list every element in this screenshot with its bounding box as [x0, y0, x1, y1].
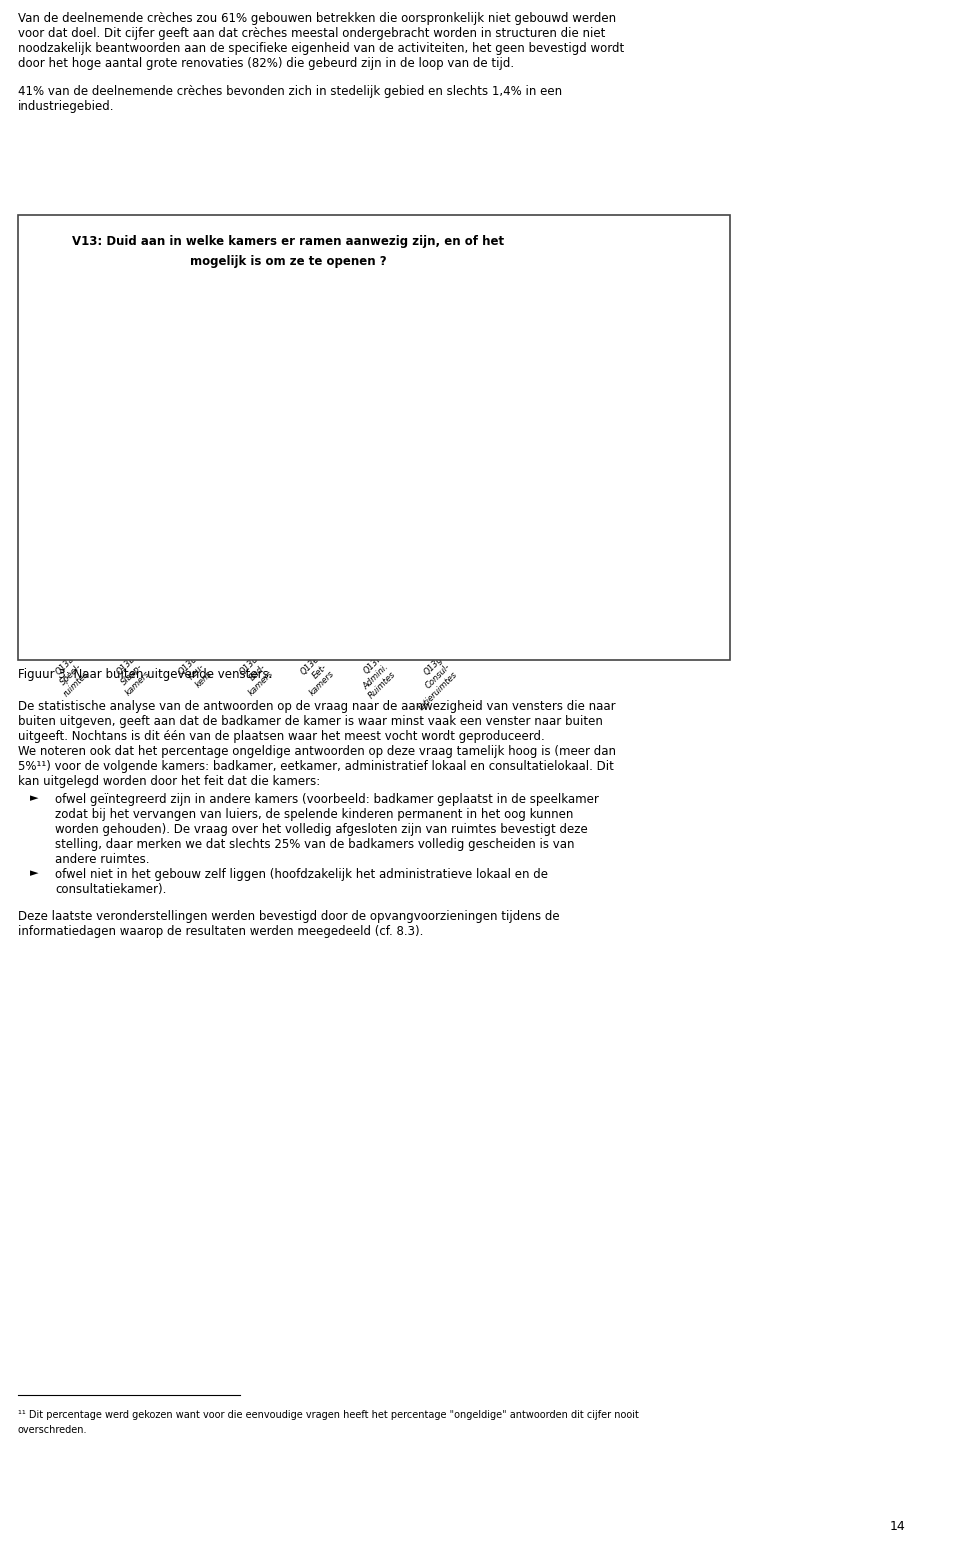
Text: Figuur 3: Naar buiten uitgevende vensters.: Figuur 3: Naar buiten uitgevende venster… — [18, 668, 273, 681]
Bar — [379, 628, 417, 645]
Text: buiten uitgeven, geeft aan dat de badkamer de kamer is waar minst vaak een venst: buiten uitgeven, geeft aan dat de badkam… — [18, 715, 603, 729]
Bar — [72, 275, 109, 294]
Bar — [72, 294, 109, 393]
Text: Geen ramen aanwezig in
minstens één ruimte EN ramen
aanwezig maar niet mogelijk : Geen ramen aanwezig in minstens één ruim… — [534, 374, 648, 410]
Text: noodzakelijk beantwoorden aan de specifieke eigenheid van de activiteiten, het g: noodzakelijk beantwoorden aan de specifi… — [18, 42, 624, 56]
Text: 60.4: 60.4 — [203, 483, 225, 492]
Bar — [318, 289, 355, 374]
Bar — [499, 622, 527, 642]
Bar — [133, 292, 171, 379]
Bar — [72, 627, 109, 634]
Bar — [499, 286, 527, 308]
Text: worden gehouden). De vraag over het volledig afgesloten zijn van ruimtes bevesti: worden gehouden). De vraag over het voll… — [55, 823, 588, 835]
Text: ¹¹ Dit percentage werd gekozen want voor die eenvoudige vragen heeft het percent: ¹¹ Dit percentage werd gekozen want voor… — [18, 1409, 638, 1420]
Text: uitgeeft. Nochtans is dit één van de plaatsen waar het meest vocht wordt geprodu: uitgeeft. Nochtans is dit één van de pla… — [18, 730, 544, 743]
Text: door het hoge aantal grote renovaties (82%) die gebeurd zijn in de loop van de t: door het hoge aantal grote renovaties (8… — [18, 57, 515, 70]
Text: Ramen aanwezig en mogelijk om
ze te openen in alle ruimtes: Ramen aanwezig en mogelijk om ze te open… — [534, 490, 650, 503]
Bar — [499, 560, 527, 580]
Text: Geen ramen aanwezig in
minstens één ruimte: Geen ramen aanwezig in minstens één ruim… — [534, 622, 621, 634]
Text: ►: ► — [30, 794, 38, 803]
Bar — [195, 294, 232, 376]
Bar — [499, 374, 527, 396]
Text: voor dat doel. Dit cijfer geeft aan dat crèches meestal ondergebracht worden in : voor dat doel. Dit cijfer geeft aan dat … — [18, 26, 606, 40]
Text: We noteren ook dat het percentage ongeldige antwoorden op deze vraag tamelijk ho: We noteren ook dat het percentage ongeld… — [18, 746, 616, 758]
Bar — [195, 376, 232, 599]
Text: 59.1: 59.1 — [264, 478, 286, 486]
Text: De statistische analyse van de antwoorden op de vraag naar de aanwezigheid van v: De statistische analyse van de antwoorde… — [18, 699, 615, 713]
Bar — [133, 605, 171, 628]
Text: Ramen aanwezig maar niet
mogelijk om ze te openen in
minstens één ruimte.: Ramen aanwezig maar niet mogelijk om ze … — [534, 560, 634, 580]
Bar — [195, 599, 232, 625]
Text: V13: Duid aan in welke kamers er ramen aanwezig zijn, en of het: V13: Duid aan in welke kamers er ramen a… — [73, 235, 505, 248]
Bar — [318, 275, 355, 289]
Bar — [72, 634, 109, 645]
Text: 63.0: 63.0 — [448, 492, 470, 501]
Text: 14: 14 — [890, 1521, 905, 1533]
Bar — [256, 275, 294, 288]
Text: ►: ► — [30, 868, 38, 879]
Text: kan uitgelegd worden door het feit dat die kamers:: kan uitgelegd worden door het feit dat d… — [18, 775, 321, 787]
Text: overschreden.: overschreden. — [18, 1425, 87, 1436]
Text: ofwel geïntegreerd zijn in andere kamers (voorbeeld: badkamer geplaatst in de sp: ofwel geïntegreerd zijn in andere kamers… — [55, 794, 599, 806]
Bar — [133, 275, 171, 292]
Bar — [133, 628, 171, 645]
Text: zodat bij het vervangen van luiers, de spelende kinderen permanent in het oog ku: zodat bij het vervangen van luiers, de s… — [55, 808, 573, 821]
Bar — [379, 600, 417, 628]
Bar — [72, 393, 109, 627]
Text: andere ruimtes.: andere ruimtes. — [55, 852, 150, 866]
Bar — [379, 294, 417, 325]
Bar — [318, 623, 355, 633]
Text: 5%¹¹) voor de volgende kamers: badkamer, eetkamer, administratief lokaal en cons: 5%¹¹) voor de volgende kamers: badkamer,… — [18, 760, 613, 774]
Text: 41% van de deelnemende crèches bevonden zich in stedelijk gebied en slechts 1,4%: 41% van de deelnemende crèches bevonden … — [18, 85, 563, 97]
Bar — [441, 630, 478, 645]
Bar — [256, 373, 294, 591]
Text: 74.6: 74.6 — [387, 458, 409, 467]
Bar — [441, 381, 478, 614]
Bar — [195, 275, 232, 294]
Bar — [379, 325, 417, 600]
Bar — [256, 628, 294, 645]
Text: informatiedagen waarop de resultaten werden meegedeeld (cf. 8.3).: informatiedagen waarop de resultaten wer… — [18, 925, 423, 937]
Text: Van de deelnemende crèches zou 61% gebouwen betrekken die oorspronkelijk niet ge: Van de deelnemende crèches zou 61% gebou… — [18, 12, 616, 25]
Bar — [379, 275, 417, 294]
Text: stelling, daar merken we dat slechts 25% van de badkamers volledig gescheiden is: stelling, daar merken we dat slechts 25%… — [55, 838, 574, 851]
Text: 60.8: 60.8 — [141, 487, 163, 497]
Bar — [195, 625, 232, 645]
Bar — [133, 379, 171, 605]
Text: 63.3: 63.3 — [80, 504, 102, 514]
Text: mogelijk is om ze te openen ?: mogelijk is om ze te openen ? — [190, 255, 387, 268]
Bar — [441, 275, 478, 312]
Text: Ongeldig: Ongeldig — [534, 286, 565, 292]
Bar — [441, 614, 478, 630]
Bar — [499, 490, 527, 512]
Text: Deze laatste veronderstellingen werden bevestigd door de opvangvoorzieningen tij: Deze laatste veronderstellingen werden b… — [18, 910, 560, 924]
Text: 67.3: 67.3 — [325, 493, 348, 503]
Bar — [441, 312, 478, 381]
Text: industriegebied.: industriegebied. — [18, 101, 114, 113]
Bar — [256, 288, 294, 373]
Bar — [318, 374, 355, 623]
Bar — [256, 591, 294, 628]
Bar — [318, 633, 355, 645]
Text: consultatiekamer).: consultatiekamer). — [55, 883, 166, 896]
Text: ofwel niet in het gebouw zelf liggen (hoofdzakelijk het administratieve lokaal e: ofwel niet in het gebouw zelf liggen (ho… — [55, 868, 548, 880]
